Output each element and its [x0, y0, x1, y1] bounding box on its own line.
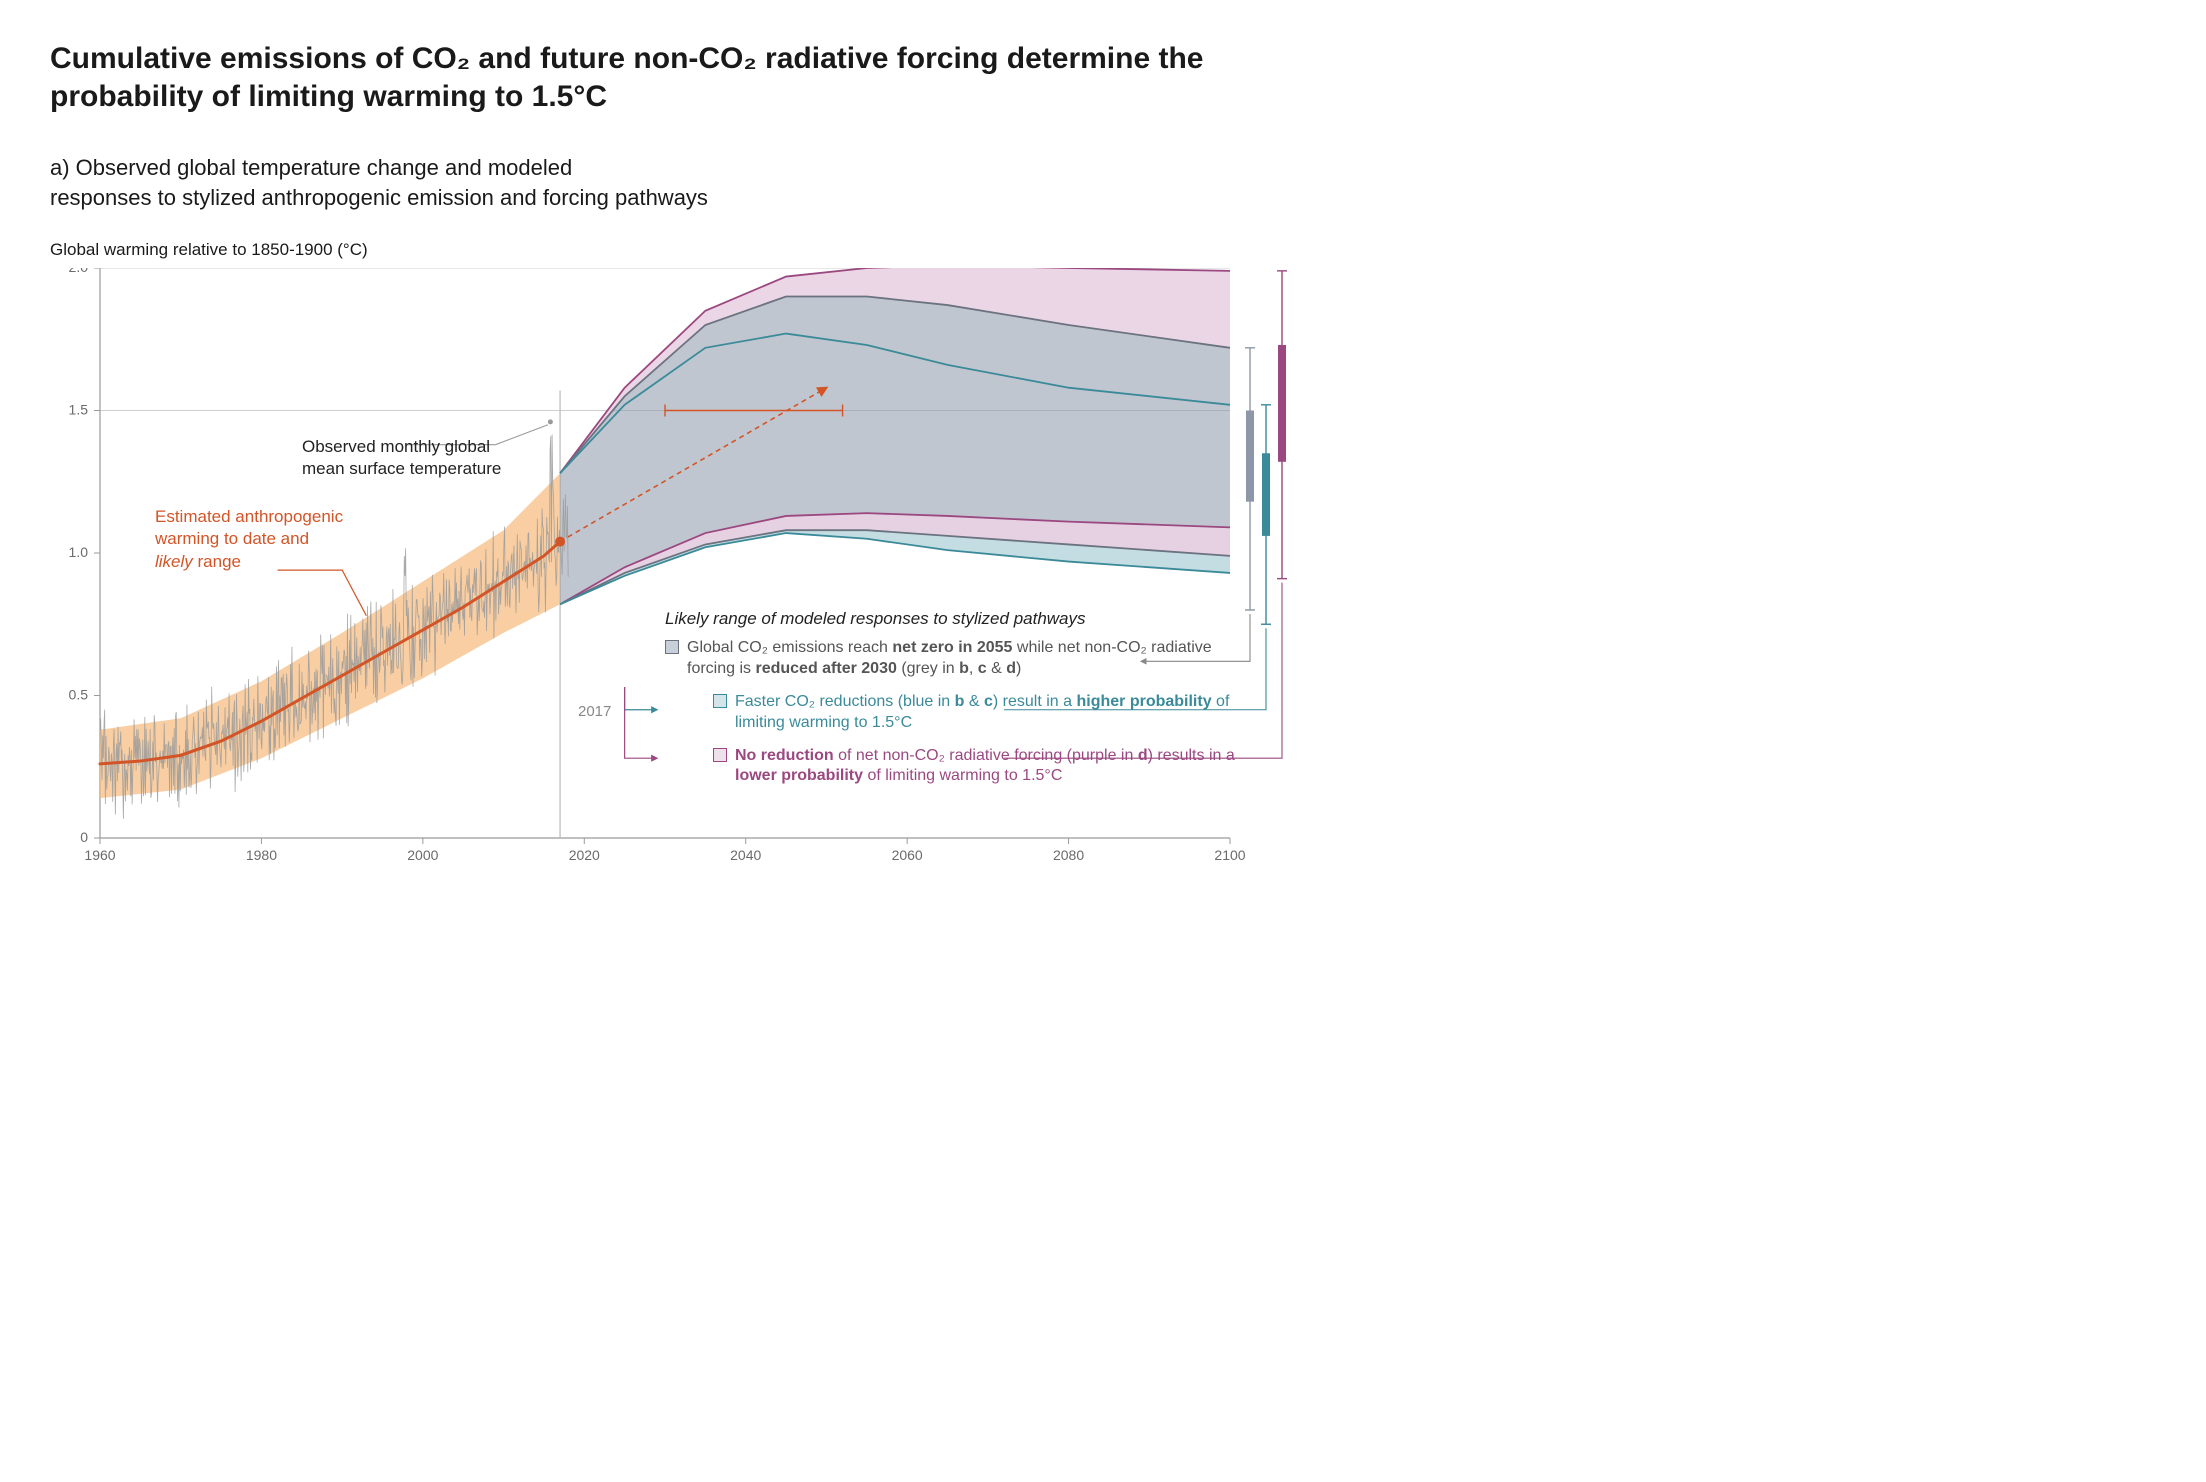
main-title: Cumulative emissions of CO₂ and future n… [50, 40, 1350, 115]
observed-temp-label: Observed monthly global mean surface tem… [302, 436, 501, 480]
swatch-purple [713, 748, 727, 762]
legend-heading: Likely range of modeled responses to sty… [665, 608, 1255, 630]
y-axis-title: Global warming relative to 1850-1900 (°C… [50, 240, 2156, 260]
swatch-grey [665, 640, 679, 654]
svg-text:2020: 2020 [569, 847, 600, 863]
legend-row-purple: No reduction of net non-CO₂ radiative fo… [713, 746, 1255, 788]
svg-text:1.0: 1.0 [69, 544, 89, 560]
year-2017-marker: 2017 [578, 703, 611, 720]
legend-row-grey: Global CO₂ emissions reach net zero in 2… [665, 638, 1255, 680]
legend-row-blue: Faster CO₂ reductions (blue in b & c) re… [713, 692, 1255, 734]
swatch-blue [713, 694, 727, 708]
anthropogenic-label: Estimated anthropogenic warming to date … [155, 506, 343, 572]
svg-text:0.5: 0.5 [69, 687, 89, 703]
svg-text:2.0: 2.0 [69, 268, 89, 275]
chart-container: 0 0.5 1.0 1.5 2.0 1960 1980 2000 2020 2040 2060 208… [50, 268, 2156, 873]
svg-text:2080: 2080 [1053, 847, 1084, 863]
svg-text:0: 0 [80, 829, 88, 845]
svg-text:2060: 2060 [892, 847, 923, 863]
panel-a-subtitle: a) Observed global temperature change an… [50, 153, 2156, 212]
svg-text:1980: 1980 [246, 847, 277, 863]
legend: Likely range of modeled responses to sty… [665, 608, 1255, 799]
svg-text:1.5: 1.5 [69, 402, 89, 418]
svg-text:2100: 2100 [1214, 847, 1245, 863]
svg-text:2040: 2040 [730, 847, 761, 863]
svg-text:2000: 2000 [407, 847, 438, 863]
svg-text:1960: 1960 [84, 847, 115, 863]
